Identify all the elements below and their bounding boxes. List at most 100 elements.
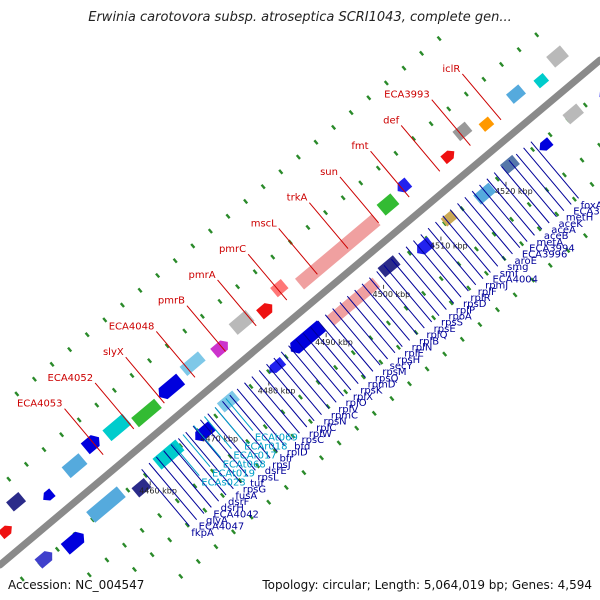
gene-block: [290, 320, 326, 354]
label-leader: [442, 215, 491, 273]
label-leader: [225, 398, 254, 431]
label-leader: [479, 184, 528, 242]
guide-dot: [582, 102, 588, 108]
gene-block: [195, 421, 216, 442]
guide-dot: [547, 131, 553, 138]
guide-dot: [142, 472, 148, 478]
gene-label: rpsC: [301, 435, 324, 446]
gene-label: rpmC: [331, 410, 358, 421]
guide-dot: [340, 195, 346, 201]
gene-label: ECA4053: [17, 399, 63, 410]
label-leader: [420, 234, 469, 292]
gene-label: ECA4048: [109, 321, 155, 332]
gene-labels: ECA4053 ECA4052 slyX ECA4048 pmrB pmrA pmrC msc…: [17, 64, 600, 539]
gene-label: ECAt069: [255, 433, 298, 444]
gene-label: ECAs023: [201, 478, 245, 489]
guide-dot: [172, 258, 178, 264]
label-leader: [217, 279, 257, 327]
gene-label: rpsQ: [375, 373, 399, 384]
guide-dot: [323, 209, 329, 216]
guide-dot: [406, 381, 413, 387]
guide-dot: [313, 139, 319, 145]
guide-dot: [491, 231, 497, 237]
gene-block: [269, 356, 287, 373]
guide-dot: [272, 448, 278, 454]
gene-label: ECAt019: [212, 469, 255, 480]
gene-label: rplX: [353, 392, 373, 403]
guide-dot: [307, 418, 313, 425]
guide-dot: [54, 546, 60, 553]
label-leader: [400, 125, 441, 172]
guide-dot: [155, 272, 161, 279]
label-leader: [383, 264, 433, 323]
guide-dot: [494, 307, 500, 313]
gene-label: ECAt068: [223, 460, 266, 471]
label-leader: [390, 258, 440, 317]
gene-block: [377, 255, 401, 278]
label-leader: [125, 356, 165, 404]
guide-dot: [49, 361, 55, 368]
gene-label: rpsN: [324, 417, 347, 428]
guide-dot: [512, 292, 518, 298]
guide-dot: [31, 376, 37, 382]
label-leader: [182, 434, 211, 467]
guide-dot: [589, 181, 595, 188]
guide-dot: [217, 298, 223, 305]
guide-dot: [84, 332, 90, 338]
guide-dot: [14, 391, 20, 397]
guide-dot: [571, 196, 577, 202]
guide-dot: [139, 527, 145, 534]
gene-label: glyA: [206, 516, 228, 527]
label-leader: [501, 166, 550, 224]
gene-block: [61, 453, 88, 479]
guide-dot: [554, 211, 560, 217]
guide-dot: [383, 80, 389, 86]
label-leader: [332, 308, 381, 366]
guide-dot: [448, 300, 454, 306]
gene-block: [452, 121, 473, 142]
label-leader: [317, 320, 366, 378]
label-leader: [339, 176, 379, 224]
guide-dot: [466, 285, 472, 291]
gene-label: ECA4004: [492, 274, 538, 285]
gene-label: metA: [537, 237, 564, 248]
gene-label: dsrF: [228, 497, 250, 508]
guide-dot: [366, 95, 372, 101]
gene-label: rpoA: [448, 312, 472, 323]
guide-dot: [358, 180, 364, 186]
accession-text: Accession: NC_004547: [8, 578, 145, 592]
guide-dot: [131, 566, 137, 573]
guide-dot: [516, 46, 522, 53]
gene-label: metH: [566, 213, 593, 224]
gene-label: bfd: [294, 441, 310, 452]
label-leader: [177, 438, 227, 496]
gene-label: aceA: [551, 225, 576, 236]
label-leader: [471, 190, 521, 249]
gene-block: [179, 351, 206, 376]
guide-dot: [331, 124, 337, 131]
label-leader: [302, 332, 352, 391]
guide-dot: [424, 366, 430, 372]
guide-dot: [147, 358, 153, 364]
guide-dot: [477, 321, 483, 328]
guide-dot: [494, 176, 500, 182]
label-leader: [229, 394, 278, 453]
gene-block: [158, 373, 186, 400]
gene-label: rplO: [346, 398, 367, 409]
label-leader: [361, 283, 411, 341]
guide-dot: [371, 410, 377, 417]
gene-label: rplC: [316, 423, 336, 434]
gene-label: smf: [500, 268, 519, 279]
guide-dot: [378, 359, 384, 365]
guide-dot: [419, 50, 425, 57]
label-leader: [486, 178, 535, 236]
kbp-tick-label: 4510 kbp: [430, 242, 468, 251]
gene-label: fkpA: [191, 528, 214, 539]
gene-blocks: [0, 45, 600, 569]
guide-dot: [174, 498, 180, 504]
label-leader: [192, 425, 242, 483]
gene-label: mscL: [251, 218, 277, 229]
guide-dot: [519, 240, 525, 247]
